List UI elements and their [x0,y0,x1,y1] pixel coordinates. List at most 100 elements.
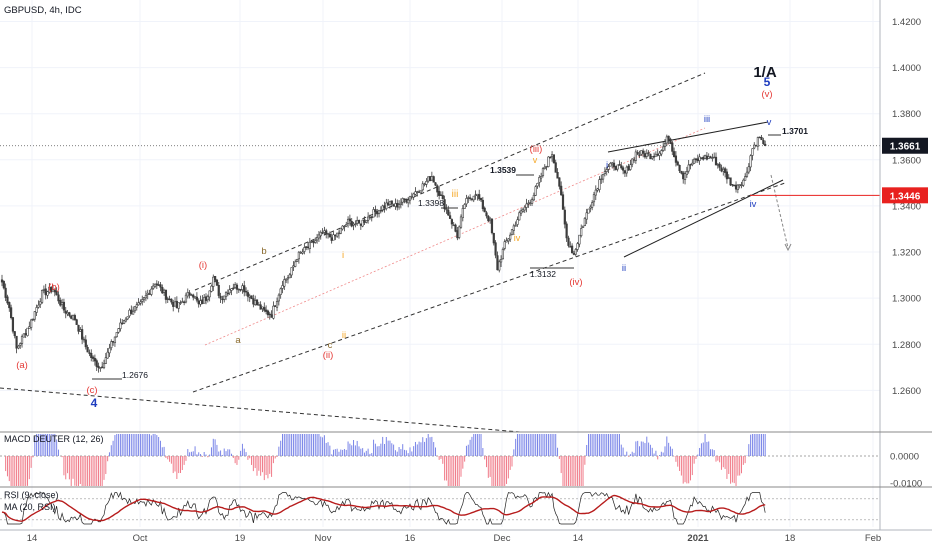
candle-body [680,170,683,174]
candle-body [237,288,240,291]
candle-body [698,156,701,161]
candle [350,217,353,228]
candle [155,280,158,290]
candle-body [372,209,375,218]
candle-body [243,285,246,293]
candle-body [474,194,477,196]
candle-body [448,215,452,219]
candle [170,298,173,305]
candle [758,136,761,139]
candle [204,293,208,305]
candle-body [669,138,672,144]
candle [190,293,193,297]
candle-body [106,351,109,359]
candle-body [509,234,512,240]
candle-body [177,302,180,309]
candle-body [381,205,384,211]
candle [412,192,415,201]
macd-tick-label: -0.0100 [890,479,922,490]
candle [133,306,137,313]
candle-body [463,204,466,209]
candle [201,295,204,305]
candle [328,231,331,238]
candle [620,161,623,170]
projection-arrow-head [784,243,792,252]
candle [447,205,450,216]
candle [288,272,291,279]
candle [731,184,734,187]
candle-body [31,318,35,321]
candle-body [122,320,126,324]
candle [487,214,490,223]
wave-label: (c) [86,385,97,396]
candle [132,306,135,315]
candle [625,165,628,177]
candle-body [40,290,44,303]
candle-body [75,319,78,325]
x-tick-label: 14 [27,533,38,544]
candle [108,343,111,357]
candle [751,148,754,161]
candle-body [505,240,508,243]
candle-body [4,287,7,298]
candle-body [108,347,111,354]
candle-body [545,166,548,168]
candle [163,288,166,296]
candle-body [281,285,284,289]
candle-body [73,315,76,321]
candle [365,220,368,224]
candle-body [518,212,521,221]
candle-body [303,247,306,252]
candle-body [636,152,639,155]
candle-body [82,338,86,341]
candle-body [61,302,64,305]
candle-body [141,299,144,302]
candle-body [596,188,599,191]
candle-body [292,265,295,268]
candle [297,250,300,264]
candle [543,164,546,170]
candle-body [13,331,16,337]
candle [33,311,36,322]
candle-body [627,165,630,171]
candle-body [625,166,628,174]
candle [545,165,548,171]
candle [540,172,543,183]
candle-body [10,307,13,319]
candle-body [399,202,402,205]
candle-body [286,277,290,280]
candle [673,147,676,158]
candle-body [514,225,517,227]
candle-body [121,322,124,325]
macd-histogram-layer [0,434,880,486]
candle [469,194,472,201]
candle-body [232,287,235,290]
candle [186,288,189,299]
candle [601,173,605,183]
candle-body [17,345,20,349]
wave-label: ii [342,330,346,341]
candle-body [348,218,351,222]
wave-label: iii [452,189,459,200]
candle [485,210,488,219]
candle-body [762,140,765,145]
candle-body [288,274,291,279]
candle [44,283,47,300]
candles-layer[interactable] [0,134,767,373]
grid-layer [0,0,880,527]
candle-body [374,209,377,212]
candle-body [612,162,616,168]
candle-body [33,311,36,320]
candle-body [489,218,492,221]
candle [631,158,634,168]
projection-arrow-line [770,174,789,249]
candle-body [164,289,168,300]
candle-body [250,295,253,300]
candle [425,178,428,188]
candle [458,225,461,240]
candle [295,258,299,262]
candle-body [758,136,761,139]
candle-body [705,155,708,160]
candle [334,234,337,241]
